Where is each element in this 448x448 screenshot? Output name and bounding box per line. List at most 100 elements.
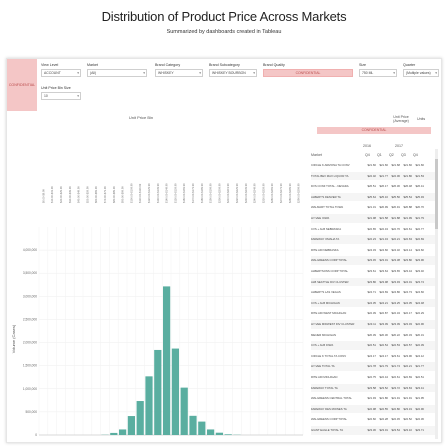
- price-cell: $23.36: [367, 428, 376, 432]
- price-cell: $23.54: [391, 428, 400, 432]
- table-row: GIANT EAGLE TOTAL TA $23.36 $23.01 $23.54 $2…: [311, 426, 435, 435]
- table-row: FAREWAY TOTAL TA $23.58 $23.52 $23.72 $23.63…: [311, 383, 435, 393]
- price-cell: $23.63: [403, 385, 412, 390]
- price-cell: $23.38: [391, 258, 400, 263]
- x-tick-label: $90.00-$99.99: [121, 186, 125, 203]
- quarter-header: Q1: [377, 153, 382, 157]
- price-cell: $24.17: [379, 353, 388, 358]
- price-cell: $23.03: [403, 322, 412, 326]
- market-name: FAREWAY DES MOINES TA: [311, 406, 347, 411]
- price-cell: $21.31: [367, 205, 376, 210]
- price-cell: $23.96: [415, 258, 424, 263]
- price-cell: $20.76: [415, 205, 424, 210]
- x-tick-label: $130.00-$139.99: [156, 183, 160, 203]
- bar: [118, 429, 127, 435]
- filter-value: (All): [90, 71, 97, 75]
- table-header-unit-price: Unit Price (Average): [393, 115, 409, 123]
- filter-dropdown[interactable]: (All) ▾: [87, 69, 147, 77]
- price-cell: $26.48: [403, 184, 412, 189]
- price-cell: $25.93: [415, 194, 424, 199]
- x-tick-label: $40.00-$49.99: [77, 186, 81, 203]
- filter-dropdown[interactable]: 750 ML ▾: [359, 69, 397, 77]
- price-cell: $23.11: [367, 322, 376, 326]
- filter-dropdown[interactable]: (Multiple values) ▾: [403, 69, 439, 77]
- price-cell: $21.68: [391, 163, 400, 167]
- market-name: DVS CONF TOTAL - NEVADA: [311, 184, 349, 189]
- price-cell: $26.51: [367, 184, 376, 189]
- price-cell: $23.74: [415, 279, 424, 284]
- table-row: WALMART TOTAL TOWA $21.31 $20.99 $20.91 $20.…: [311, 203, 435, 212]
- table-row: CVS + ALB MICHIGAN $24.35 $24.21 $24.25 $24.…: [311, 298, 435, 308]
- filter-label: Brand Category: [155, 63, 181, 67]
- filter-label: View Level: [41, 63, 59, 67]
- price-table-panel: Unit Price (Average) Units CONFIDENTIAL …: [307, 109, 441, 442]
- price-cell: $23.52: [379, 385, 388, 390]
- y-tick-label: 0: [35, 433, 37, 437]
- x-tick-label: $240.00-$249.99: [253, 183, 257, 203]
- table-scrollbar[interactable]: [435, 149, 438, 439]
- price-cell: $22.43: [379, 226, 388, 231]
- price-cell: $21.86: [379, 396, 388, 401]
- price-cell: $22.17: [403, 311, 412, 316]
- filter-label: Unit Price Bin Size: [41, 86, 71, 90]
- x-tick-label: $290.00-$299.99: [297, 183, 301, 203]
- chart-grid: [38, 227, 304, 436]
- y-tick-label: 4,000,000: [23, 248, 37, 252]
- price-cell: $22.98: [367, 406, 376, 411]
- bar: [136, 401, 144, 435]
- price-cell: $22.65: [367, 226, 376, 231]
- table-scrollbar-thumb[interactable]: [435, 159, 438, 229]
- y-tick-label: 500,000: [25, 410, 37, 414]
- table-row: ALBERT'S LAS VEGAS $24.71 $24.69 $24.86 $24.…: [311, 288, 435, 297]
- price-cell: $22.39: [367, 311, 376, 316]
- confidential-badge: CONFIDENTIAL: [7, 59, 37, 111]
- price-cell: $22.45: [391, 417, 400, 422]
- filter-dropdown[interactable]: WHISKEY BOURBON ▾: [209, 69, 257, 77]
- x-tick-label: $10.00-$19.99: [50, 186, 54, 203]
- price-cell: $24.60: [415, 247, 424, 252]
- price-cell: $22.75: [367, 375, 376, 379]
- price-cell: $24.69: [379, 290, 388, 295]
- table-row: ALBERT'S DENVER TA $25.64 $25.16 $25.56 $25.…: [311, 192, 435, 202]
- filter-value: 750 ML: [362, 71, 374, 75]
- price-cell: $24.86: [391, 290, 400, 295]
- price-cell: $23.44: [403, 269, 412, 273]
- table-row: TOTAL BEV MAX LIQUOR TA $22.02 $21.77 $22.0…: [311, 171, 435, 181]
- price-cell: $24.25: [391, 300, 400, 305]
- price-cell: $22.21: [391, 237, 400, 242]
- price-cell: $22.02: [367, 173, 376, 178]
- x-tick-label: $80.00-$89.99: [112, 186, 116, 203]
- price-cell: $25.56: [391, 194, 400, 199]
- filter-dropdown[interactable]: ACCOUNT ▾: [41, 69, 81, 77]
- x-axis-ticks: $0.00-$9.99 $10.00-$19.99 $20.00-$29.99 $30…: [41, 183, 300, 203]
- price-cell: $21.99: [403, 216, 412, 220]
- filter-label: Size: [359, 63, 366, 67]
- filter-dropdown[interactable]: CONFIDENTIAL: [263, 69, 353, 77]
- x-tick-label: $220.00-$229.99: [235, 183, 239, 203]
- price-cell: $20.88: [403, 205, 412, 210]
- x-tick-label: $180.00-$189.99: [200, 183, 204, 203]
- table-row: RITE AID WEST MICHIGAN $22.39 $22.87 $22.34…: [311, 309, 435, 318]
- bar: [145, 376, 153, 435]
- price-cell: $20.30: [379, 332, 388, 337]
- x-tick-label: $150.00-$159.99: [173, 183, 177, 203]
- filter-label: Brand Quality: [263, 63, 285, 67]
- price-cell: $24.48: [415, 300, 424, 305]
- filter-dropdown[interactable]: 10 ▾: [41, 92, 81, 100]
- chevron-down-icon: ▾: [393, 71, 395, 75]
- price-cell: $22.80: [391, 406, 400, 411]
- price-cell: $23.93: [391, 279, 400, 284]
- table-row: FAREWAY DES MOINES TA $22.98 $22.55 $22.80 $…: [311, 404, 435, 414]
- filter-dropdown[interactable]: WHISKEY ▾: [155, 69, 203, 77]
- market-name: CIRCLE K ARIZONA TA CONV: [311, 163, 350, 167]
- market-name: WALGREENS CENTRAL TOTAL: [311, 396, 352, 401]
- x-tick-label: $120.00-$129.99: [147, 183, 151, 203]
- x-tick-label: $100.00-$109.99: [129, 183, 133, 203]
- table-row: ALBERTSONS CORP TOTAL $23.61 $23.64 $23.65 $…: [311, 267, 435, 276]
- market-name: CVS + ALB IOWA: [311, 343, 334, 348]
- quarter-header: Q4: [413, 153, 418, 157]
- filter-value: WHISKEY BOURBON: [212, 71, 246, 75]
- price-cell: $23.01: [379, 258, 388, 263]
- price-cell: $25.54: [403, 194, 412, 199]
- x-tick-label: $70.00-$79.99: [103, 186, 107, 203]
